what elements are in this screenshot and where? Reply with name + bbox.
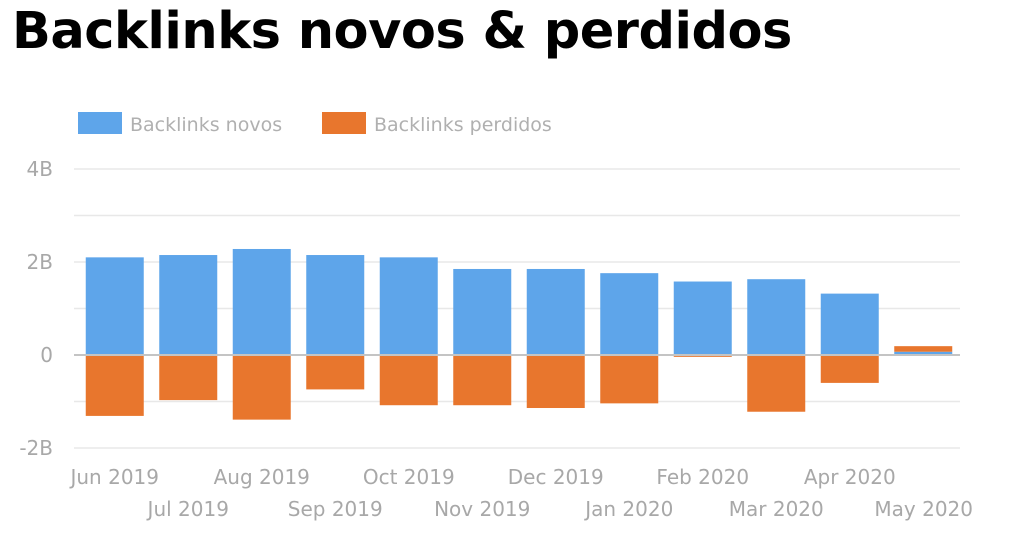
bar-perdidos-6 bbox=[453, 355, 512, 406]
bar-novos-5 bbox=[379, 257, 438, 355]
y-axis: 4B 2B 0 -2B bbox=[19, 157, 53, 460]
bar-perdidos-10 bbox=[747, 355, 806, 412]
grid-lines bbox=[74, 168, 960, 449]
legend-swatch-perdidos bbox=[322, 112, 366, 134]
bar-novos-3 bbox=[232, 248, 291, 355]
bar-novos-2 bbox=[159, 255, 218, 355]
y-tick-label: 4B bbox=[27, 157, 53, 181]
bar-perdidos-11 bbox=[820, 355, 879, 383]
bar-novos-4 bbox=[306, 255, 365, 355]
x-tick-label: Nov 2019 bbox=[434, 497, 530, 521]
bar-novos-11 bbox=[820, 293, 879, 355]
bar-novos-7 bbox=[526, 268, 585, 355]
bar-novos-1 bbox=[85, 257, 144, 355]
x-tick-label: Oct 2019 bbox=[363, 465, 455, 489]
bar-novos-8 bbox=[600, 273, 659, 355]
bar-perdidos-8 bbox=[600, 355, 659, 404]
x-tick-label: Jan 2020 bbox=[583, 497, 673, 521]
bar-perdidos-3 bbox=[232, 355, 291, 420]
x-tick-label: Jul 2019 bbox=[146, 497, 229, 521]
bar-perdidos-1 bbox=[85, 355, 144, 416]
legend-swatch-novos bbox=[78, 112, 122, 134]
bar-perdidos-2 bbox=[159, 355, 218, 401]
chart-title: Backlinks novos & perdidos bbox=[12, 2, 792, 61]
x-axis: Jun 2019 Jul 2019 Aug 2019 Sep 2019 Oct 2019… bbox=[68, 465, 973, 521]
bar-novos-9 bbox=[673, 281, 732, 355]
y-tick-label: 0 bbox=[40, 343, 53, 367]
bar-perdidos-12 bbox=[894, 346, 953, 352]
x-tick-label: Apr 2020 bbox=[804, 465, 896, 489]
x-tick-label: Feb 2020 bbox=[656, 465, 749, 489]
x-tick-label: Sep 2019 bbox=[288, 497, 383, 521]
x-tick-label: Mar 2020 bbox=[729, 497, 824, 521]
legend-label-novos: Backlinks novos bbox=[130, 114, 282, 136]
bar-perdidos-4 bbox=[306, 355, 365, 390]
bar-perdidos-5 bbox=[379, 355, 438, 406]
legend-label-perdidos: Backlinks perdidos bbox=[374, 114, 552, 136]
x-tick-label: May 2020 bbox=[874, 497, 973, 521]
y-tick-label: 2B bbox=[27, 250, 53, 274]
bar-perdidos-7 bbox=[526, 355, 585, 409]
y-tick-label: -2B bbox=[19, 436, 53, 460]
x-tick-label: Jun 2019 bbox=[68, 465, 159, 489]
x-tick-label: Aug 2019 bbox=[214, 465, 310, 489]
bar-novos-10 bbox=[747, 279, 806, 355]
legend: Backlinks novos Backlinks perdidos bbox=[78, 112, 552, 136]
bar-novos-12 bbox=[894, 351, 953, 355]
bar-novos-6 bbox=[453, 268, 512, 355]
x-tick-label: Dec 2019 bbox=[508, 465, 604, 489]
bars bbox=[85, 248, 953, 420]
